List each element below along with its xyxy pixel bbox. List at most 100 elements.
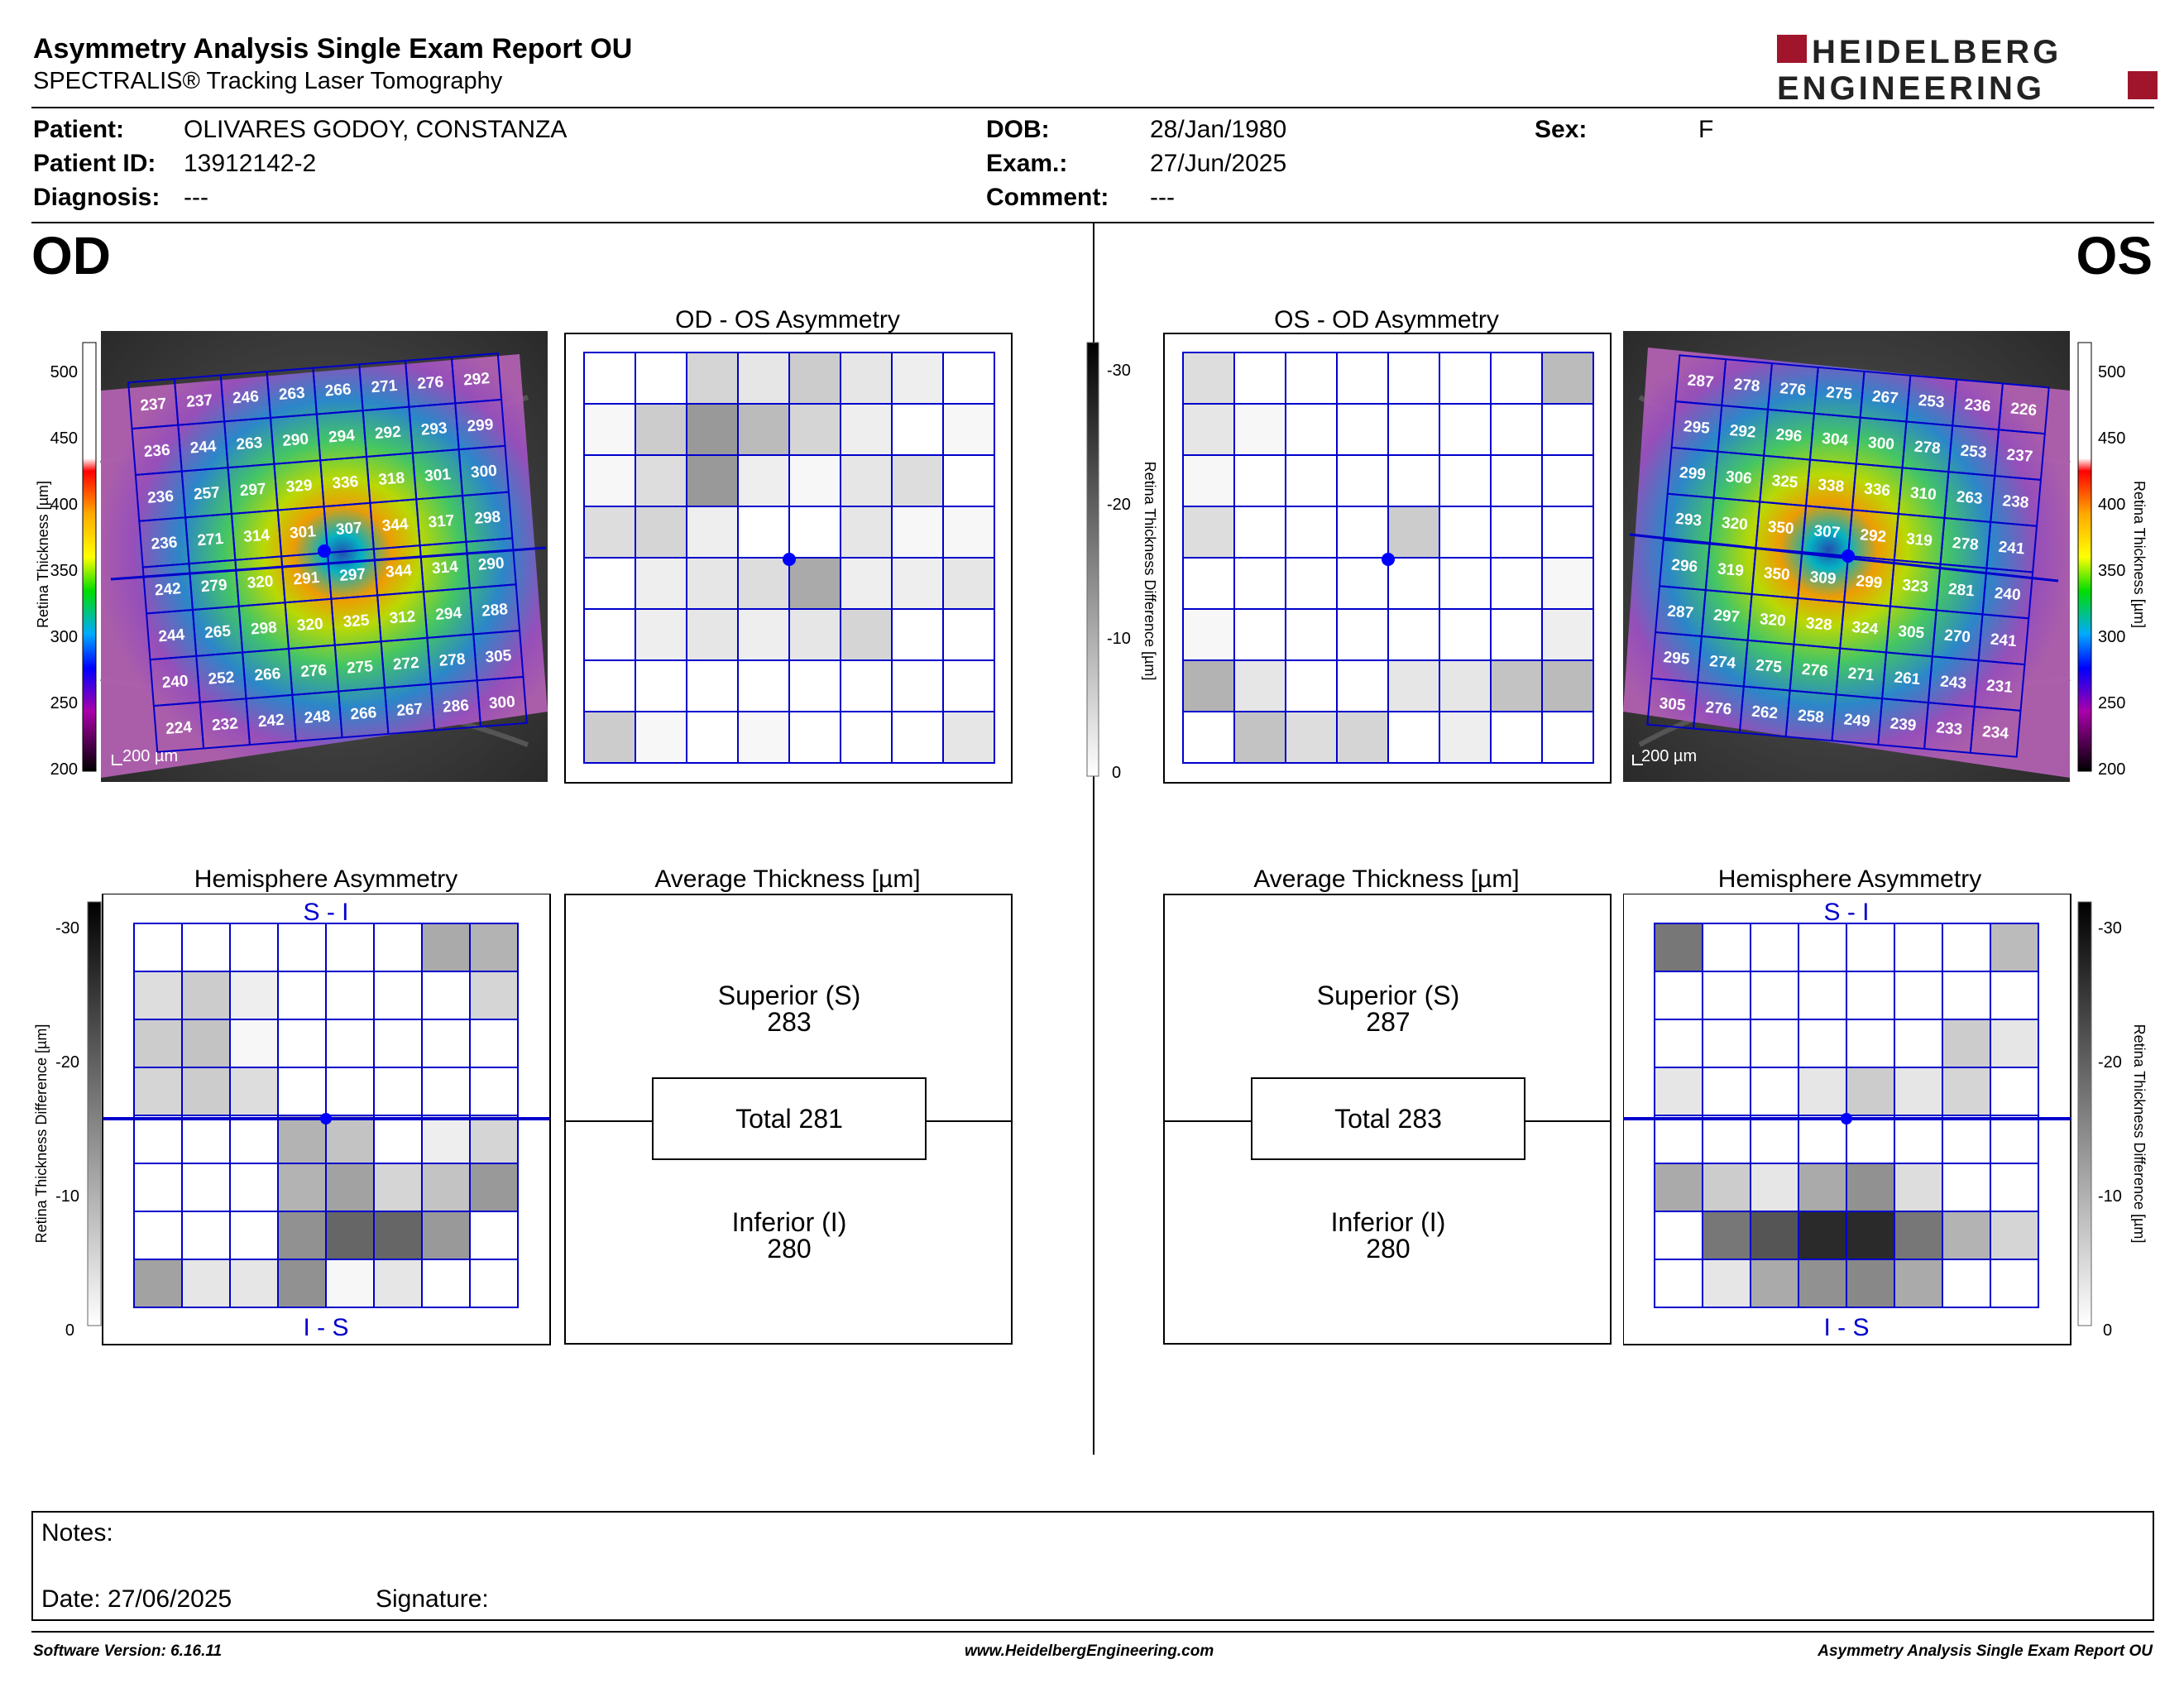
os-asym-cell [1387,557,1440,610]
os-thickness-value: 231 [1985,677,2014,697]
od-asym-cell [942,403,995,456]
os-hemi-cell [1846,971,1895,1020]
os-asym-cell [1439,403,1492,456]
os-thickness-value: 299 [1856,573,1883,592]
os-asym-cell [1439,352,1492,405]
svg-text:-10: -10 [55,1187,79,1206]
od-asym-cell [840,659,893,712]
svg-text:200: 200 [50,760,78,779]
footer-rule [31,1631,2154,1633]
os-asym-cell [1336,506,1389,559]
od-hemi-cell [373,923,423,972]
od-inferior-label: Inferior (I) [731,1207,847,1237]
od-hemi-cell [229,1115,279,1164]
od-asym-cell [686,608,739,661]
od-thickness-value: 276 [417,373,444,392]
od-hemi-cell [181,1259,231,1308]
os-asym-grid [1182,352,1594,764]
od-hemi-cell [325,971,375,1020]
od-hemi-chart: -30 -20 -10 0 Retina Thickness Differenc… [33,894,551,1345]
os-thickness-value: 233 [1936,719,1963,739]
os-thickness-value: 299 [1679,464,1706,484]
os-asym-cell [1490,608,1543,661]
os-hemi-cell [1702,1211,1751,1260]
svg-text:0: 0 [65,1321,74,1340]
od-hemi-cell [229,1211,279,1260]
od-hemi-cell [277,1163,327,1212]
os-asym-cell [1387,711,1440,764]
od-asym-cell [635,352,687,405]
os-asym-cell [1182,711,1235,764]
os-thickness-value: 270 [1943,627,1971,647]
od-thickness-value: 263 [236,434,263,453]
od-hemi-cell [277,1019,327,1068]
od-thickness-value: 320 [247,573,274,592]
svg-text:350: 350 [50,562,78,580]
os-thickness-value: 328 [1805,615,1832,635]
od-thickness-value: 305 [485,647,513,666]
od-asym-cell [686,659,739,712]
os-asym-cell [1439,506,1492,559]
od-asym-svg [583,352,995,764]
svg-text:400: 400 [2098,496,2125,514]
od-hemi-cell [469,1019,519,1068]
os-thickness-value: 295 [1663,649,1691,669]
os-hemi-cell [1654,971,1703,1020]
od-asym-cell [840,711,893,764]
od-asym-cell [635,608,687,661]
os-thickness-map: 500 450 400 350 300 250 200 Retina Thick… [1623,331,2148,782]
od-asym-cell [788,659,841,712]
od-hemi-cell [181,1163,231,1212]
os-hemi-cell [1750,1019,1799,1068]
os-thickness-value: 281 [1947,581,1976,601]
od-asym-cell [942,506,995,559]
os-hemi-cell [1846,1019,1895,1068]
od-hemi-cell [373,1163,423,1212]
os-asym-cell [1182,352,1235,405]
od-asym-cell [891,659,944,712]
od-asym-cell [737,352,790,405]
od-asym-cell [942,454,995,507]
od-fovea-marker [318,544,331,558]
os-thickness-value: 271 [1847,665,1875,685]
os-hemi-cell [1798,1019,1847,1068]
os-total-box: Total 283 [1251,1077,1525,1160]
od-thickness-value: 325 [342,611,371,631]
od-thickness-value: 301 [289,523,317,542]
os-thickness-value: 276 [1705,699,1732,719]
website-link[interactable]: www.HeidelbergEngineering.com [965,1642,1214,1660]
os-asym-cell [1336,352,1389,405]
os-thickness-value: 258 [1797,707,1824,727]
os-hemi-top-label: S - I [1823,899,1869,926]
os-hemi-bottom-label: I - S [1823,1314,1869,1341]
od-avg-panel: Superior (S) 283 Total 281 Inferior (I) … [564,894,1013,1345]
od-thickness-value: 300 [470,463,497,482]
os-asym-cell [1541,454,1594,507]
os-thickness-value: 336 [1863,480,1890,500]
os-asym-cell [1336,711,1389,764]
os-asym-cell [1336,659,1389,712]
os-asym-cell [1285,557,1338,610]
os-hemi-cell [1654,923,1703,972]
os-thickness-value: 305 [1659,695,1687,715]
os-thickness-value: 350 [1763,564,1790,584]
os-hemi-cell [1942,1211,1991,1260]
od-thickness-value: 224 [165,719,193,738]
os-thickness-value: 278 [1952,535,1979,554]
os-hemi-cell [1990,1259,2039,1308]
od-asym-cell [583,659,636,712]
os-thickness-value: 320 [1759,611,1786,631]
os-hemi-cell [1942,923,1991,972]
od-total-box: Total 281 [652,1077,927,1160]
os-thickness-value: 275 [1755,657,1783,677]
os-hemi-cell [1942,1115,1991,1164]
os-avg-panel: Superior (S) 287 Total 283 Inferior (I) … [1163,894,1612,1345]
od-thickness-value: 272 [392,655,419,674]
os-hemi-cell [1702,923,1751,972]
os-asym-cell [1490,403,1543,456]
od-asym-cell [788,352,841,405]
od-thickness-value: 300 [488,693,515,712]
os-superior-label: Superior (S) [1316,981,1460,1010]
os-thickness-value: 293 [1674,511,1702,530]
od-hemi-cell [277,971,327,1020]
